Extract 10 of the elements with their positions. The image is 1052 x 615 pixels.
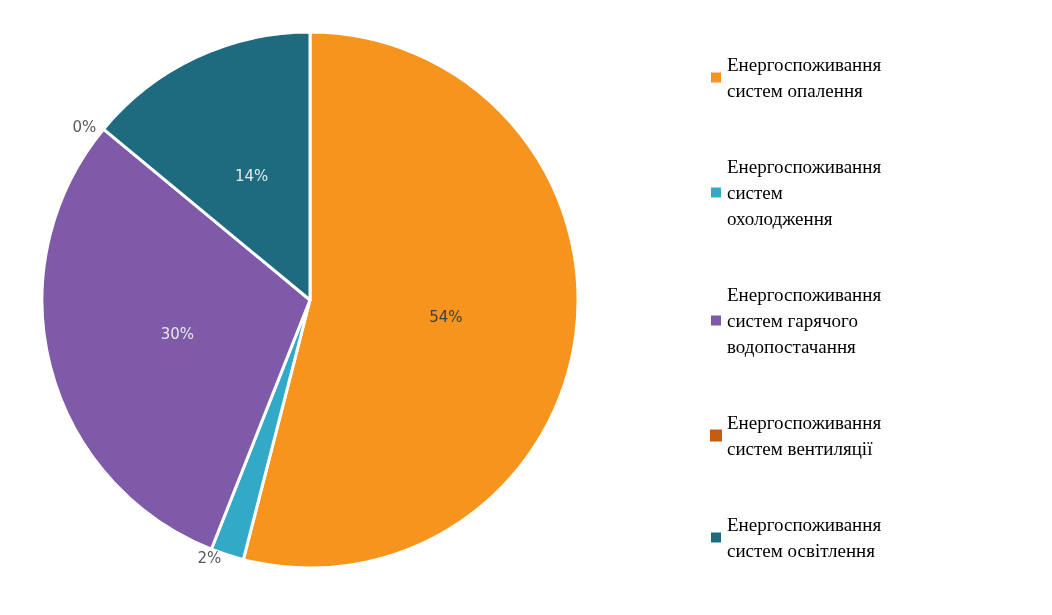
legend-label: Енергоспоживання систем охолодження	[727, 156, 886, 229]
data-label: 2%	[197, 548, 222, 567]
legend-label: Енергоспоживання систем вентиляції	[727, 412, 886, 459]
legend-label: Енергоспоживання систем гарячого водопостачання	[727, 284, 886, 357]
data-label: 30%	[160, 325, 194, 344]
text: 0%	[72, 118, 97, 137]
legend-label: Енергоспоживання систем опалення	[727, 54, 886, 101]
legend-label: Енергоспоживання систем освітлення	[727, 514, 886, 561]
data-label: 54%	[429, 308, 463, 327]
data-label: 14%	[235, 167, 269, 186]
